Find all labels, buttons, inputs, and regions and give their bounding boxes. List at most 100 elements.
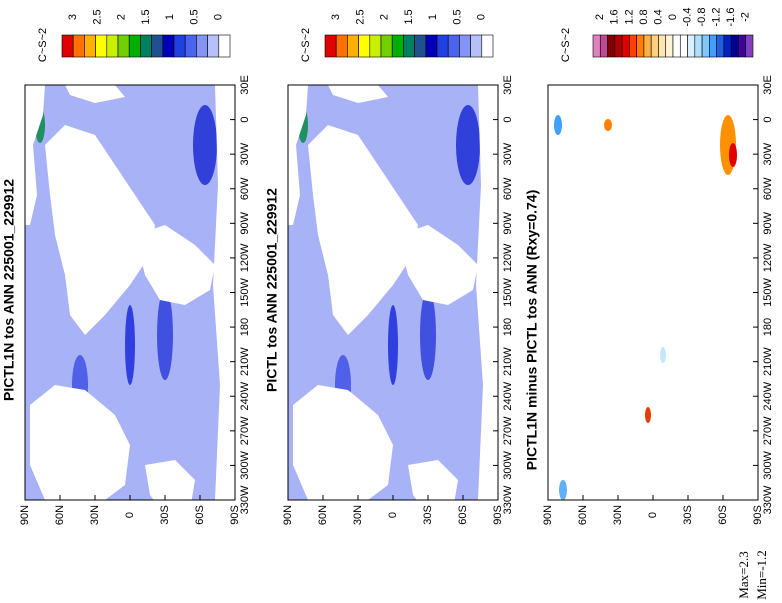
lon-label: 0 xyxy=(239,117,251,123)
land xyxy=(288,85,308,225)
colorbar-box xyxy=(218,34,231,58)
lat-label: 30S xyxy=(422,505,434,525)
colorbar-box xyxy=(621,34,630,58)
colorbar-box xyxy=(629,34,637,58)
lat-label: 60S xyxy=(457,505,469,525)
colorbar-box xyxy=(745,34,754,58)
lon-label: 90W xyxy=(502,211,514,234)
colorbar-box xyxy=(701,34,710,58)
lat-label: 60S xyxy=(717,505,729,525)
contour-region xyxy=(645,407,651,423)
lon-label: 240W xyxy=(502,381,514,410)
colorbar-box xyxy=(380,34,393,58)
colorbar-box xyxy=(650,34,659,58)
colorbar-label: 1.2 xyxy=(623,9,635,24)
lon-label: 210W xyxy=(239,347,251,376)
colorbar-box xyxy=(607,34,616,58)
lat-label: 30N xyxy=(612,505,624,525)
lat-label: 60N xyxy=(317,505,329,525)
colorbar-box xyxy=(369,34,382,58)
land xyxy=(65,85,125,103)
lon-label: 60W xyxy=(762,177,774,200)
colorbar-box xyxy=(592,34,601,58)
colorbar-box xyxy=(447,34,460,58)
colorbar-box xyxy=(665,34,674,58)
lat-label: 30N xyxy=(352,505,364,525)
lon-label: 180 xyxy=(239,318,251,336)
lon-label: 0 xyxy=(762,117,774,123)
lon-label: 330W xyxy=(502,485,514,514)
lon-label: 30W xyxy=(502,142,514,165)
contour-region xyxy=(420,290,436,380)
colorbar-box xyxy=(151,34,164,58)
colorbar-box xyxy=(358,34,371,58)
colorbar-box xyxy=(117,34,130,58)
lat-label: 30S xyxy=(682,505,694,525)
colorbar-box xyxy=(128,34,141,58)
lat-label: 90N xyxy=(19,505,31,525)
colorbar-box xyxy=(173,34,186,58)
contour-region xyxy=(157,290,173,380)
lon-label: 60W xyxy=(239,177,251,200)
colorbar-box xyxy=(72,34,85,58)
lat-label: 0 xyxy=(387,512,399,518)
land xyxy=(328,85,388,103)
colorbar-label: 0 xyxy=(476,14,488,20)
contour-region xyxy=(193,105,217,185)
contour-region xyxy=(388,305,398,385)
colorbar-label: 1.5 xyxy=(403,9,415,24)
lon-label: 90W xyxy=(762,211,774,234)
lat-label: 60S xyxy=(194,505,206,525)
land xyxy=(308,125,418,335)
land xyxy=(213,85,235,500)
colorbar-box xyxy=(84,34,96,58)
colorbar-box xyxy=(414,34,427,58)
lon-label: 180 xyxy=(762,318,774,336)
lon-label: 300W xyxy=(239,450,251,479)
lon-label: 210W xyxy=(762,347,774,376)
colorbar-box xyxy=(207,34,220,58)
colorbar-box xyxy=(723,34,732,58)
lat-label: 90N xyxy=(542,505,554,525)
colorbar-label: 1.6 xyxy=(609,9,621,24)
colorbar-label: -0.4 xyxy=(681,8,693,27)
colorbar-box xyxy=(716,34,725,58)
colorbar-box xyxy=(61,34,74,58)
land xyxy=(293,385,393,500)
min-stat: Min=-1.2 xyxy=(754,550,769,600)
colorbar-unit: C~S~2 xyxy=(300,28,312,62)
contour-region xyxy=(559,480,567,500)
panel-title: PICTL1N tos ANN 225001_229912 xyxy=(1,179,17,401)
colorbar-label: 0 xyxy=(667,14,679,20)
colorbar-box xyxy=(481,34,494,58)
contour-region xyxy=(604,119,612,131)
lon-label: 30W xyxy=(762,142,774,165)
lat-label: 60N xyxy=(577,505,589,525)
colorbar-label: 0.8 xyxy=(638,9,650,24)
lat-label: 90S xyxy=(752,505,764,525)
colorbar-label: 2.5 xyxy=(354,9,366,24)
colorbar-box xyxy=(643,34,652,58)
lat-label: 0 xyxy=(647,512,659,518)
lon-label: 330W xyxy=(239,485,251,514)
land xyxy=(145,460,195,515)
colorbar-box xyxy=(324,34,337,58)
colorbar-label: 2 xyxy=(116,14,128,20)
colorbar-label: 1 xyxy=(164,14,176,20)
colorbar-box xyxy=(614,34,623,58)
contour-region xyxy=(554,115,562,135)
panel-title: PICTL tos ANN 225001_229912 xyxy=(264,188,280,392)
colorbar-label: 1.5 xyxy=(140,9,152,24)
lat-label: 30N xyxy=(89,505,101,525)
colorbar-label: 0.5 xyxy=(451,9,463,24)
colorbar-label: -2 xyxy=(740,12,752,22)
lon-label: 150W xyxy=(239,278,251,307)
colorbar-label: -1.6 xyxy=(725,8,737,27)
contour-region xyxy=(125,305,135,385)
lon-label: 270W xyxy=(502,416,514,445)
lon-label: 150W xyxy=(502,278,514,307)
colorbar-box xyxy=(106,34,119,58)
colorbar-box xyxy=(679,34,688,58)
lon-label: 30E xyxy=(502,75,514,95)
land xyxy=(408,460,458,515)
